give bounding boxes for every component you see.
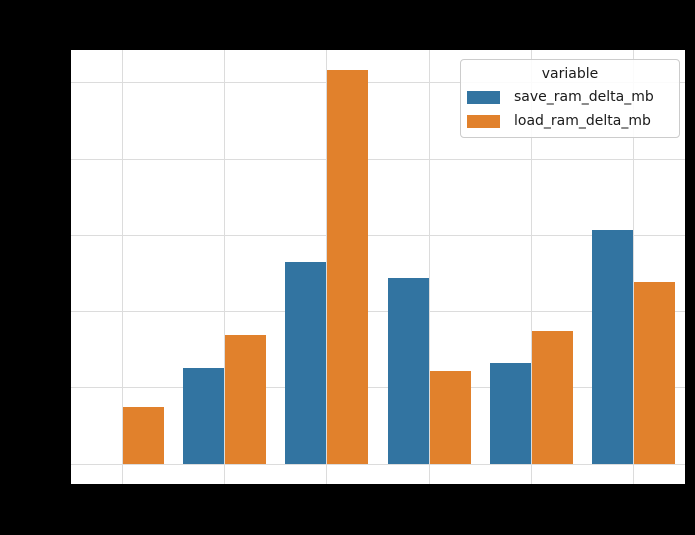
legend-label-save: save_ram_delta_mb xyxy=(514,89,654,105)
gridline-horizontal xyxy=(71,311,685,313)
gridline-vertical xyxy=(428,50,430,484)
legend-item-load-ram-delta-mb: load_ram_delta_mb xyxy=(461,109,679,133)
bar-load_ram_delta_mb-cat1 xyxy=(122,406,164,465)
legend-swatch-save-icon xyxy=(467,90,500,104)
bar-load_ram_delta_mb-cat4 xyxy=(429,371,471,465)
legend: variable save_ram_delta_mb load_ram_delt… xyxy=(460,59,680,138)
gridline-horizontal xyxy=(71,158,685,160)
gridline-vertical xyxy=(224,50,225,484)
gridline-vertical xyxy=(326,50,328,484)
bar-save_ram_delta_mb-cat6 xyxy=(592,230,634,465)
bar-load_ram_delta_mb-cat5 xyxy=(532,330,573,465)
grid-layer xyxy=(71,50,685,484)
legend-label-load: load_ram_delta_mb xyxy=(514,113,651,129)
gridline-horizontal xyxy=(71,463,685,465)
bar-save_ram_delta_mb-cat3 xyxy=(285,262,327,465)
plot-area: variable save_ram_delta_mb load_ram_delt… xyxy=(71,50,685,484)
gridline-horizontal xyxy=(71,387,685,389)
bars-layer xyxy=(71,50,685,484)
gridline-horizontal xyxy=(71,234,685,236)
bar-save_ram_delta_mb-cat2 xyxy=(183,368,224,465)
bar-load_ram_delta_mb-cat6 xyxy=(634,281,676,465)
gridline-vertical xyxy=(121,50,123,484)
bar-load_ram_delta_mb-cat2 xyxy=(225,335,266,465)
gridline-horizontal xyxy=(71,82,685,84)
legend-item-save-ram-delta-mb: save_ram_delta_mb xyxy=(461,85,679,109)
bar-load_ram_delta_mb-cat3 xyxy=(327,69,369,465)
legend-title: variable xyxy=(541,66,599,82)
bar-save_ram_delta_mb-cat4 xyxy=(387,278,429,465)
legend-swatch-load-icon xyxy=(467,114,500,128)
bar-save_ram_delta_mb-cat5 xyxy=(490,362,531,465)
gridline-vertical xyxy=(531,50,532,484)
gridline-vertical xyxy=(633,50,635,484)
